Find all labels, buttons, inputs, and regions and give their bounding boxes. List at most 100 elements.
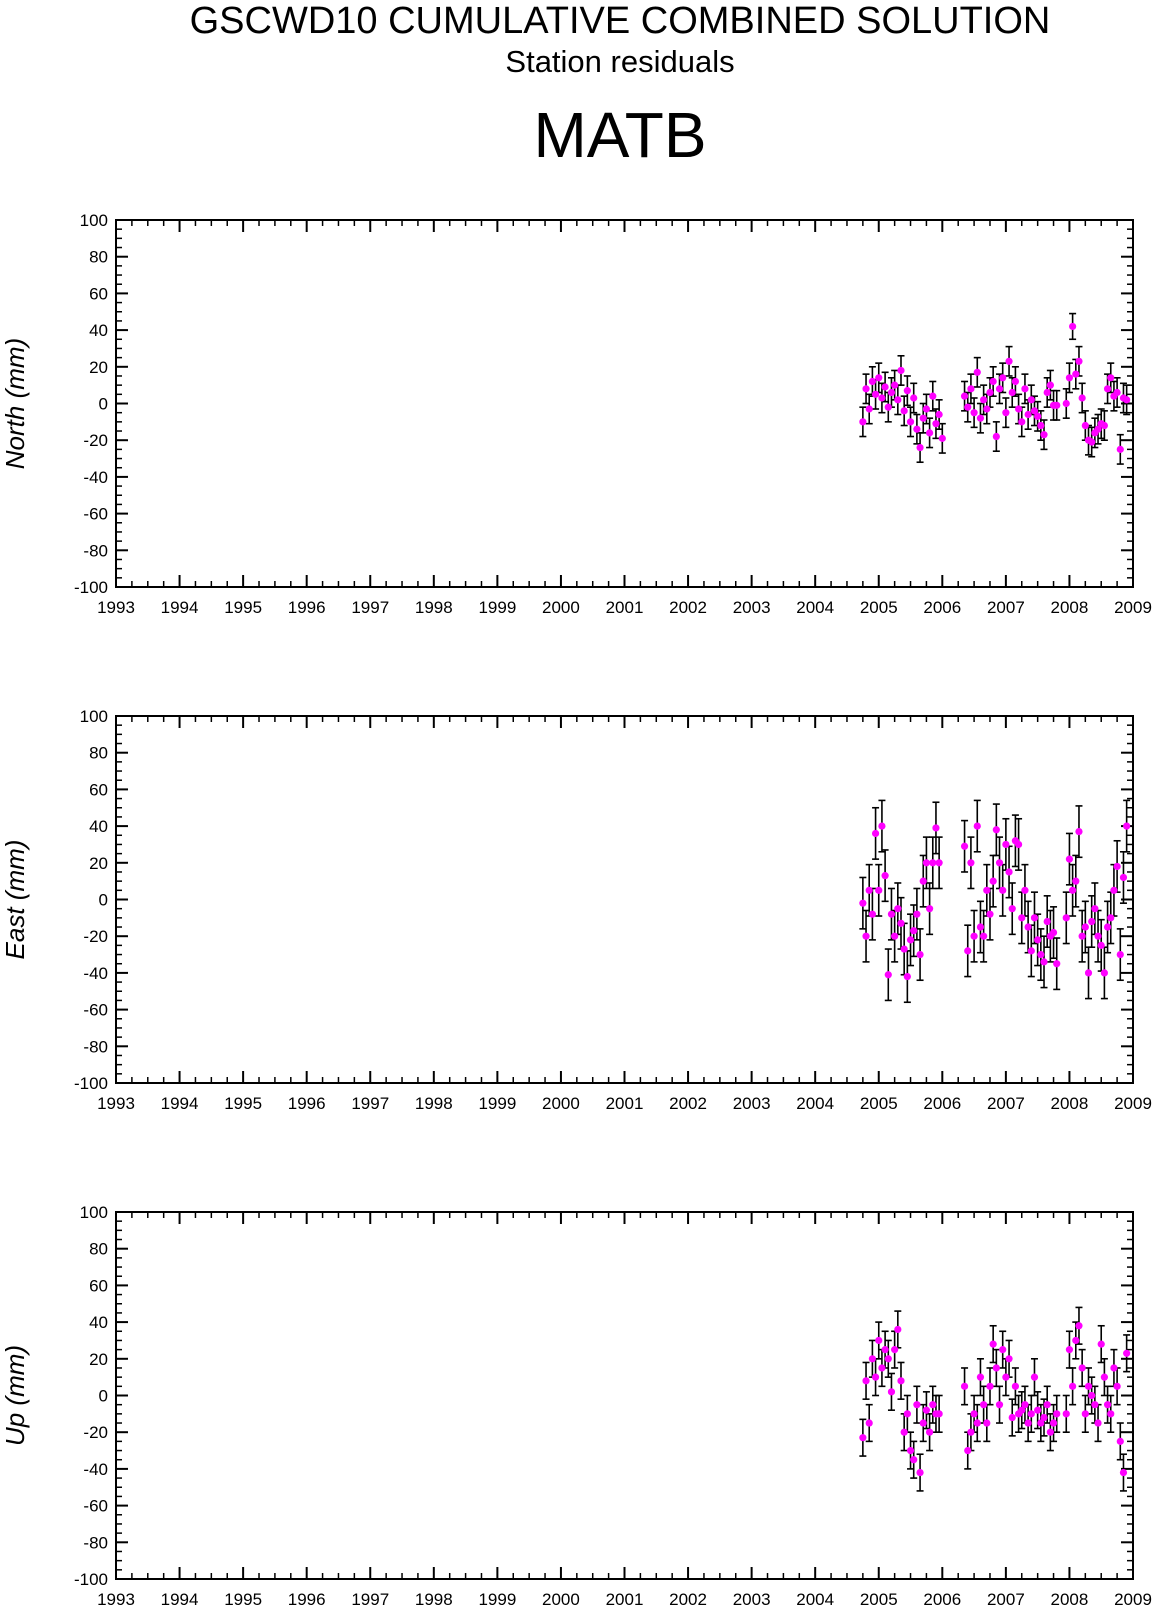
data-point (1053, 401, 1061, 409)
data-point (1037, 950, 1045, 959)
y-tick-label: -60 (83, 1001, 108, 1020)
data-point (910, 394, 918, 402)
data-point (935, 410, 943, 419)
data-point (1034, 412, 1042, 420)
y-tick-label: 20 (89, 1350, 108, 1369)
data-point (900, 1428, 908, 1436)
data-point (1113, 862, 1121, 871)
x-tick-label: 1998 (415, 1590, 453, 1609)
data-point (859, 1434, 867, 1442)
data-point (910, 927, 918, 935)
data-point (1002, 1373, 1010, 1381)
x-tick-label: 1998 (415, 598, 453, 617)
data-point (995, 1401, 1004, 1409)
chart-panel-1: 1993 1994 1995 1996 1997 1998 1999 2000 2001 2002… (0, 211, 1152, 617)
data-point (1107, 1410, 1115, 1418)
data-point (919, 877, 927, 885)
data-point (910, 1456, 918, 1464)
data-point (1021, 385, 1029, 393)
data-point (922, 1406, 931, 1414)
data-point (881, 1346, 889, 1354)
data-point (970, 932, 978, 940)
x-tick-label: 1995 (224, 1094, 262, 1113)
data-point (1097, 1340, 1105, 1348)
data-point (973, 1419, 981, 1427)
data-point (1072, 877, 1080, 885)
data-point (862, 1377, 870, 1385)
y-axis-label: Up (mm) (0, 1345, 30, 1446)
data-point (1119, 873, 1128, 882)
data-point (1005, 868, 1013, 876)
data-point (1021, 886, 1029, 894)
x-tick-label: 2009 (1114, 1094, 1152, 1113)
y-tick-label: 80 (89, 248, 108, 267)
data-point (903, 387, 911, 395)
data-point (960, 842, 969, 850)
data-point (980, 1401, 988, 1409)
data-point (1103, 385, 1112, 393)
data-point (1097, 941, 1105, 949)
data-point (986, 388, 994, 397)
data-point (913, 425, 921, 433)
data-point (1062, 914, 1070, 922)
data-point (964, 403, 972, 411)
data-point (878, 1364, 886, 1372)
data-point (1081, 923, 1089, 931)
data-point (929, 1401, 937, 1409)
x-tick-label: 2003 (733, 598, 771, 617)
data-point (1081, 1410, 1089, 1418)
data-point (919, 414, 927, 422)
data-point (992, 826, 1000, 834)
y-tick-label: 60 (89, 284, 108, 303)
x-tick-label: 2003 (733, 1094, 771, 1113)
data-point (916, 950, 924, 959)
page-subtitle: Station residuals (505, 44, 735, 79)
data-point (884, 403, 892, 411)
y-tick-label: 0 (99, 395, 108, 414)
data-point (1084, 1382, 1093, 1390)
data-point (891, 932, 899, 940)
data-point (1037, 1419, 1045, 1427)
data-point (1037, 421, 1045, 430)
y-tick-label: -80 (83, 1533, 108, 1552)
data-point (871, 829, 880, 838)
data-point (865, 886, 873, 894)
data-point (970, 1410, 978, 1418)
data-point (881, 872, 889, 880)
data-point (929, 392, 937, 400)
data-point (1113, 1382, 1121, 1390)
data-point (926, 905, 934, 913)
x-tick-label: 2004 (796, 1094, 834, 1113)
data-point (1116, 445, 1124, 453)
data-point (1053, 1410, 1061, 1418)
data-point (878, 822, 886, 830)
data-point (999, 1346, 1007, 1354)
x-tick-label: 1993 (97, 1094, 135, 1113)
data-point (891, 381, 899, 389)
y-tick-label: 40 (89, 1313, 108, 1332)
data-point (1065, 374, 1074, 382)
data-point (868, 910, 876, 918)
data-point (875, 886, 883, 894)
data-point (1024, 1419, 1032, 1427)
data-point (1024, 923, 1032, 931)
data-point (906, 1446, 915, 1455)
x-tick-label: 1997 (351, 1094, 389, 1113)
y-tick-label: 100 (80, 211, 108, 230)
data-point (1021, 1401, 1029, 1409)
x-tick-label: 1997 (351, 1590, 389, 1609)
data-point (976, 1373, 985, 1381)
x-tick-label: 1996 (288, 598, 326, 617)
data-point (1107, 374, 1115, 382)
data-point (897, 366, 905, 375)
data-point (1123, 822, 1131, 830)
x-tick-label: 2007 (987, 1094, 1025, 1113)
data-point (1002, 840, 1010, 849)
data-point (897, 919, 905, 927)
x-tick-label: 2006 (923, 1094, 961, 1113)
data-point (1100, 1373, 1108, 1381)
data-point (859, 418, 867, 426)
data-point (1065, 1346, 1074, 1354)
data-point (1030, 407, 1039, 415)
data-point (960, 392, 969, 400)
